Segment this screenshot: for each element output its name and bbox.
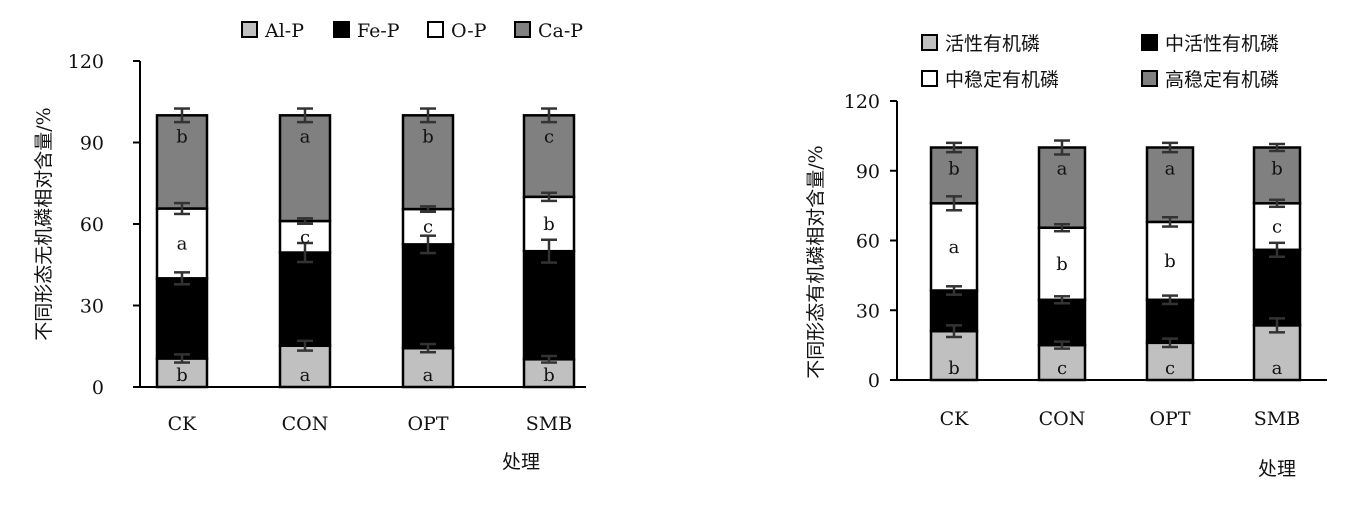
bar-segment	[1037, 298, 1087, 347]
x-tick-label: CK	[940, 408, 970, 430]
x-tick-label: SMB	[1254, 408, 1300, 430]
bar-segment	[401, 243, 455, 350]
significance-letter: c	[300, 227, 310, 248]
bar-segment	[522, 249, 576, 361]
legend-swatch	[514, 21, 531, 38]
y-tick-label: 30	[856, 300, 880, 322]
legend-swatch	[427, 21, 444, 38]
y-tick-label: 120	[844, 91, 880, 113]
bar-segment	[1145, 146, 1195, 224]
legend-label: 中活性有机磷	[1165, 33, 1279, 55]
significance-letter: a	[300, 365, 311, 386]
significance-letter: b	[1056, 254, 1068, 275]
y-tick-label: 60	[856, 231, 880, 253]
bar-segment	[278, 344, 332, 389]
significance-letter: c	[1165, 358, 1175, 379]
legend-label: 高稳定有机磷	[1165, 69, 1279, 91]
significance-letter: c	[423, 217, 433, 238]
x-tick-label: CON	[282, 413, 329, 435]
x-tick-label: SMB	[526, 413, 572, 435]
significance-letter: a	[177, 233, 188, 254]
legend-label: 活性有机磷	[945, 33, 1040, 55]
y-tick-label: 120	[68, 51, 104, 73]
legend-label: Ca-P	[538, 20, 583, 42]
significance-letter: a	[300, 126, 311, 147]
legend-swatch	[921, 70, 938, 87]
significance-letter: a	[423, 365, 434, 386]
legend-swatch	[1141, 34, 1158, 51]
legend-label: O-P	[451, 20, 487, 42]
x-tick-label: OPT	[407, 413, 448, 435]
x-tick-label: CON	[1039, 408, 1086, 430]
x-axis-label: 处理	[1258, 458, 1296, 480]
bar-segment	[929, 146, 979, 205]
significance-letter: b	[1164, 251, 1176, 272]
significance-letter: b	[422, 126, 434, 147]
significance-letter: c	[544, 126, 554, 147]
y-tick-label: 90	[856, 161, 880, 183]
significance-letter: b	[176, 126, 188, 147]
bar-segment	[522, 114, 576, 199]
significance-letter: a	[1057, 159, 1068, 180]
x-tick-label: CK	[168, 413, 198, 435]
bar-segment	[278, 114, 332, 223]
significance-letter: a	[949, 237, 960, 258]
significance-letter: b	[543, 365, 555, 386]
chart-1: b a b a c a a c b b b c 0 30 60 90 120 CK CON OPT SMB 不同形态无机磷…	[33, 20, 586, 473]
y-axis-label: 不同形态无机磷相对含量/%	[33, 107, 55, 340]
bar-segment	[1145, 298, 1195, 345]
legend-label: 中稳定有机磷	[945, 69, 1059, 91]
significance-letter: b	[176, 365, 188, 386]
x-tick-label: OPT	[1149, 408, 1190, 430]
legend-swatch	[921, 34, 938, 51]
bar-segment	[155, 277, 209, 360]
bar-segment	[1252, 248, 1302, 327]
significance-letter: c	[1057, 358, 1067, 379]
y-tick-label: 0	[92, 377, 104, 399]
chart-2: b a b c b a c b a a c b 0 30 60 90 120 CK CON OPT SMB 不同形态有机磷…	[805, 33, 1327, 480]
bar-segment	[278, 251, 332, 347]
significance-letter: a	[1272, 358, 1283, 379]
significance-letter: b	[948, 358, 960, 379]
legend-swatch	[241, 21, 258, 38]
y-tick-label: 90	[80, 133, 104, 155]
significance-letter: b	[543, 214, 555, 235]
legend-label: Fe-P	[357, 20, 400, 42]
y-tick-label: 0	[868, 370, 880, 392]
y-tick-label: 60	[80, 214, 104, 236]
significance-letter: c	[1272, 217, 1282, 238]
y-tick-label: 30	[80, 296, 104, 318]
x-axis-label: 处理	[502, 451, 540, 473]
legend-label: Al-P	[264, 20, 304, 42]
significance-letter: b	[948, 159, 960, 180]
legend-swatch	[1141, 70, 1158, 87]
legend-swatch	[333, 21, 350, 38]
significance-letter: a	[1165, 159, 1176, 180]
y-axis-label: 不同形态有机磷相对含量/%	[805, 145, 827, 378]
significance-letter: b	[1271, 159, 1283, 180]
